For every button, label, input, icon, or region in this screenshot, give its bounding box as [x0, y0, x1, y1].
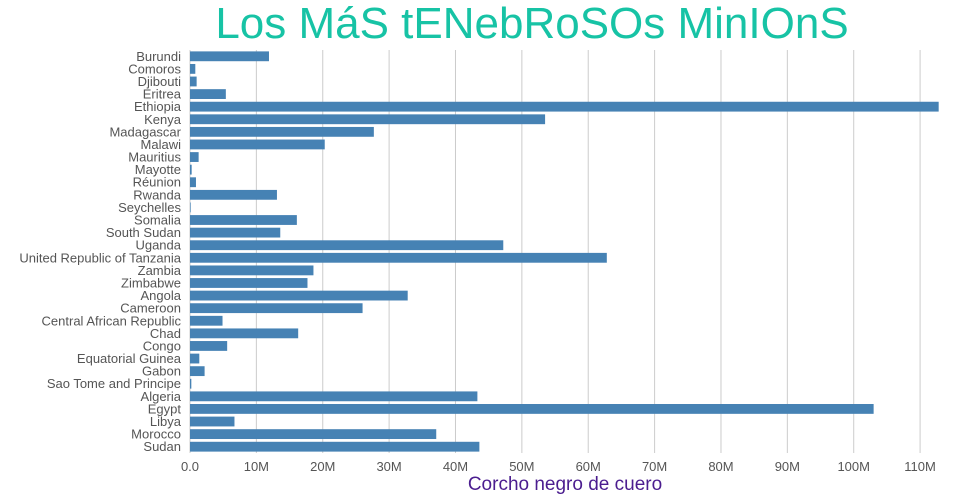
category-label: Morocco — [131, 427, 181, 442]
category-label: Congo — [143, 338, 181, 353]
bar — [190, 51, 269, 62]
category-label: Madagascar — [109, 124, 181, 139]
category-label: Eritrea — [143, 87, 182, 102]
bar — [190, 101, 939, 112]
x-axis-label: Corcho negro de cuero — [468, 474, 662, 495]
x-tick-label: 100M — [837, 459, 870, 474]
bar — [190, 441, 480, 452]
category-label: Algeria — [141, 389, 182, 404]
bar — [190, 328, 299, 339]
category-label: Zimbabwe — [121, 275, 181, 290]
category-label: Libya — [150, 414, 182, 429]
x-tick-label: 0.0 — [181, 459, 199, 474]
x-tick-label: 40M — [443, 459, 468, 474]
category-label: Mayotte — [135, 162, 181, 177]
bars — [190, 51, 939, 452]
category-label: South Sudan — [106, 225, 181, 240]
category-label: Somalia — [134, 213, 182, 228]
category-label: Seychelles — [118, 200, 181, 215]
x-tick-label: 80M — [708, 459, 733, 474]
bar — [190, 378, 192, 389]
bar — [190, 240, 504, 251]
category-labels: BurundiComorosDjiboutiEritreaEthiopiaKen… — [19, 49, 181, 454]
x-tick-label: 30M — [376, 459, 401, 474]
bar — [190, 290, 408, 301]
bar — [190, 126, 374, 137]
bar — [190, 416, 235, 427]
bar — [190, 303, 363, 314]
category-label: Burundi — [136, 49, 181, 64]
x-axis-ticks: 0.0 10M 20M 30M 40M 50M 60M 70M 80M 90M 100M 110M — [181, 459, 936, 474]
bar — [190, 265, 314, 276]
category-label: Sao Tome and Principe — [47, 376, 181, 391]
bar — [190, 63, 196, 74]
chart-title: Los MáS tENebRoSOs MinIOnS — [215, 0, 848, 48]
bar — [190, 315, 223, 326]
category-label: Equatorial Guinea — [77, 351, 182, 366]
category-label: Uganda — [135, 238, 181, 253]
category-label: Chad — [150, 326, 181, 341]
x-tick-label: 70M — [642, 459, 667, 474]
category-label: Zambia — [138, 263, 182, 278]
bar — [190, 429, 437, 440]
bar — [190, 404, 874, 414]
category-label: Comoros — [128, 61, 181, 76]
x-tick-label: 90M — [775, 459, 800, 474]
bar — [190, 164, 192, 175]
bar — [190, 202, 191, 213]
x-tick-label: 20M — [310, 459, 335, 474]
bar — [190, 278, 308, 288]
bar — [190, 76, 197, 87]
bar — [190, 139, 325, 150]
category-label: Angola — [141, 288, 182, 303]
category-label: Kenya — [144, 112, 182, 127]
x-tick-label: 10M — [244, 459, 269, 474]
category-label: Rwanda — [133, 187, 181, 202]
bar — [190, 215, 297, 225]
bar — [190, 227, 281, 238]
category-label: Djibouti — [138, 74, 181, 89]
bar — [190, 341, 228, 351]
bar — [190, 391, 478, 402]
category-label: Malawi — [141, 137, 182, 152]
x-tick-label: 50M — [509, 459, 534, 474]
bar — [190, 152, 199, 162]
category-label: Egypt — [148, 401, 182, 416]
category-label: Ethiopia — [134, 99, 182, 114]
category-label: Cameroon — [120, 301, 181, 316]
bar — [190, 177, 196, 188]
bar — [190, 114, 546, 125]
x-tick-label: 110M — [904, 459, 936, 474]
category-label: Central African Republic — [42, 313, 182, 328]
bar — [190, 89, 226, 99]
category-label: Réunion — [133, 175, 181, 190]
category-label: Sudan — [143, 439, 181, 454]
category-label: Gabon — [142, 364, 181, 379]
bar — [190, 252, 607, 263]
category-label: United Republic of Tanzania — [19, 250, 181, 265]
bar — [190, 189, 277, 200]
category-label: Mauritius — [128, 150, 181, 165]
bar — [190, 353, 200, 364]
x-tick-label: 60M — [576, 459, 601, 474]
bar — [190, 366, 205, 377]
